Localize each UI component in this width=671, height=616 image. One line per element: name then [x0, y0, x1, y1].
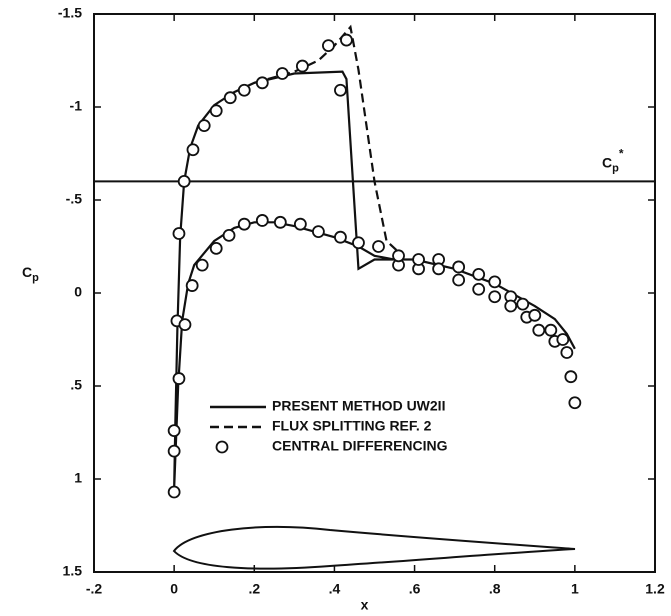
scatter-point — [504, 299, 518, 313]
scatter-point — [532, 323, 546, 337]
y-axis-label: Cp — [22, 264, 39, 284]
scatter-point — [432, 262, 446, 276]
scatter-point — [167, 444, 181, 458]
y-axis-label-base: C — [22, 264, 32, 280]
scatter-point — [488, 290, 502, 304]
scatter-point — [275, 67, 289, 80]
scatter-point — [209, 104, 223, 118]
scatter-point — [564, 370, 578, 384]
legend-swatch — [215, 440, 229, 454]
legend-label: PRESENT METHOD UW2II — [272, 398, 445, 414]
scatter-point — [568, 396, 582, 410]
scatter-point — [223, 91, 237, 105]
scatter-point — [295, 59, 309, 73]
y-tick-label: 0 — [74, 284, 82, 300]
scatter-point — [516, 297, 530, 311]
scatter-point — [334, 230, 347, 244]
scatter-point — [472, 282, 486, 296]
scatter-point — [209, 241, 223, 255]
y-tick-label: -1.5 — [58, 5, 82, 21]
scatter-point — [334, 83, 347, 97]
x-tick-label: .2 — [248, 581, 260, 597]
scatter-point — [452, 260, 466, 274]
scatter-point — [544, 323, 558, 337]
reference-label-superscript: * — [619, 147, 624, 161]
scatter-point — [237, 217, 251, 231]
airfoil — [172, 525, 576, 570]
y-axis-label-subscript: p — [32, 272, 39, 284]
scatter-point — [340, 33, 353, 47]
scatter-point — [167, 485, 181, 499]
x-axis-label: x — [361, 597, 369, 613]
scatter-point — [392, 249, 405, 263]
scatter-point — [322, 39, 335, 53]
reference-label: Cp* — [602, 147, 624, 175]
legend-label: FLUX SPLITTING REF. 2 — [272, 418, 432, 434]
y-tick-label: -.5 — [66, 191, 83, 207]
x-tick-label: .8 — [489, 581, 501, 597]
scatter-point — [372, 240, 385, 253]
scatter-point — [177, 174, 191, 188]
scatter-point — [222, 228, 236, 242]
x-tick-label: 1 — [571, 581, 579, 597]
scatter-point — [186, 143, 200, 157]
scatter-point — [172, 227, 186, 240]
scatter-point — [237, 83, 251, 97]
y-tick-label: .5 — [70, 377, 82, 393]
scatter-point — [167, 424, 181, 438]
scatter-point — [472, 267, 486, 281]
y-tick-label: -1 — [70, 98, 83, 114]
scatter-point — [273, 215, 287, 229]
x-tick-label: 1.2 — [645, 581, 665, 597]
scatter-point — [412, 253, 425, 266]
scatter-point — [528, 308, 542, 322]
x-tick-label: .6 — [409, 581, 421, 597]
scatter-point — [352, 236, 365, 250]
scatter-point — [452, 273, 466, 287]
scatter-point — [488, 275, 502, 289]
scatter-point — [293, 217, 307, 231]
x-tick-label: .4 — [329, 581, 341, 597]
scatter-point — [556, 333, 570, 346]
reference-label-subscript: p — [612, 162, 619, 174]
scatter-point — [185, 279, 199, 292]
y-tick-label: 1 — [74, 470, 82, 486]
scatter-point — [197, 119, 211, 132]
legend: PRESENT METHOD UW2II FLUX SPLITTING REF. … — [210, 398, 448, 454]
scatter-point — [255, 76, 269, 90]
scatter-point — [195, 258, 209, 272]
scatter-point — [311, 225, 325, 239]
y-tick-label: 1.5 — [63, 563, 83, 579]
x-tick-label: -.2 — [86, 581, 103, 597]
legend-label: CENTRAL DIFFERENCING — [272, 438, 448, 454]
x-tick-label: 0 — [170, 581, 178, 597]
scatter-point — [560, 346, 574, 359]
reference-label-base: C — [602, 154, 612, 170]
scatter-point — [178, 318, 192, 332]
scatter-point — [172, 372, 186, 385]
scatter-point — [255, 214, 269, 227]
